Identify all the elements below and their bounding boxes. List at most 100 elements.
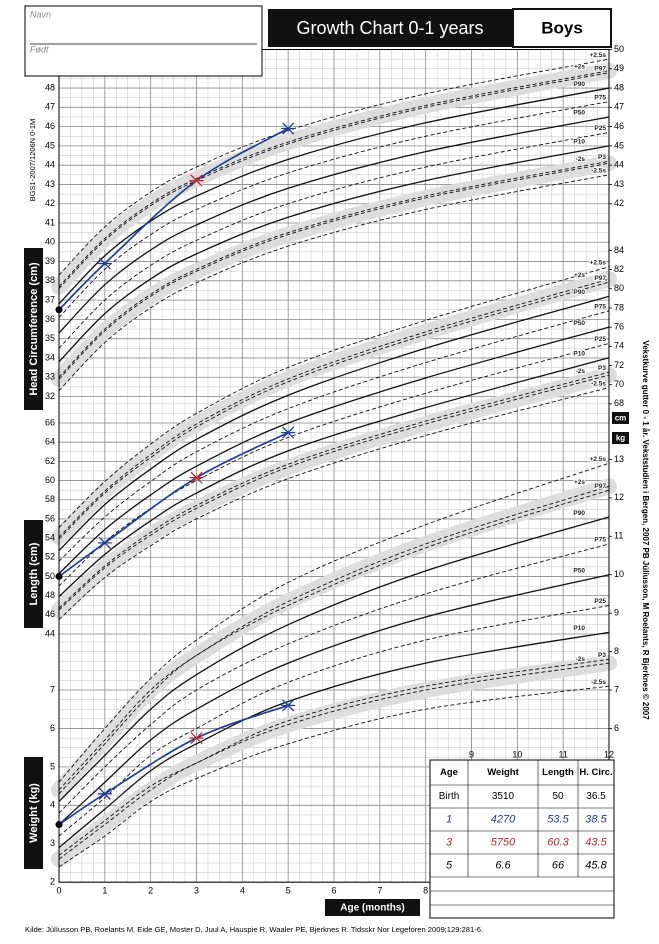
curve-label: P90 bbox=[573, 510, 585, 517]
curve-label: +2s bbox=[574, 63, 585, 70]
curve-label: +2.5s bbox=[590, 456, 607, 463]
y2-tick-label: 7 bbox=[614, 684, 619, 694]
table-cell: 50 bbox=[552, 791, 564, 802]
curve-label: P10 bbox=[573, 351, 585, 358]
measurement-point bbox=[97, 787, 112, 800]
y2-tick-label: 6 bbox=[614, 723, 619, 733]
y2-tick-label: 44 bbox=[614, 160, 624, 170]
reference-curve bbox=[58, 70, 610, 287]
reference-curve bbox=[58, 374, 610, 611]
measurement-line bbox=[58, 127, 289, 311]
y2-tick-label: 12 bbox=[614, 492, 624, 502]
y-tick-label: 43 bbox=[45, 179, 55, 189]
table-header: Length bbox=[542, 767, 574, 778]
y-tick-label: 56 bbox=[45, 513, 55, 523]
y-tick-label: 48 bbox=[45, 82, 55, 92]
reference-curve bbox=[58, 310, 610, 562]
curve-label: -2.5s bbox=[591, 380, 606, 387]
measurement-point bbox=[189, 471, 204, 484]
curves: +2.5s +2s P97 P90 P75 P50 P25 P10 P3 -2s -2.5s +2.5… bbox=[58, 51, 610, 868]
measurement-point bbox=[281, 426, 296, 439]
sex-box bbox=[512, 8, 612, 48]
curve-label: -2s bbox=[576, 656, 586, 663]
y-tick-label: 48 bbox=[45, 590, 55, 600]
y-tick-label: 60 bbox=[45, 475, 55, 485]
measurement-point bbox=[281, 699, 296, 712]
reference-curve bbox=[58, 685, 610, 868]
table-cell: 1 bbox=[446, 813, 452, 825]
table-header: Weight bbox=[487, 767, 519, 778]
measurement-line bbox=[58, 431, 289, 578]
curve-label: P50 bbox=[573, 567, 585, 574]
reference-curve bbox=[58, 516, 610, 802]
y-tick-label: 32 bbox=[45, 391, 55, 401]
curve-label: +2.5s bbox=[590, 259, 607, 266]
source: Kilde: Júlíusson PB, Roelants M, Eide GE… bbox=[25, 925, 483, 934]
y-tick-label: 3 bbox=[50, 838, 55, 848]
x-tick-label: 1 bbox=[102, 886, 107, 896]
y-tick-label: 46 bbox=[45, 121, 55, 131]
x-tick-label: 2 bbox=[148, 886, 153, 896]
table-cell: 38.5 bbox=[585, 813, 607, 825]
chart-code: BGS1-2007/1206N 0-1M bbox=[28, 119, 37, 202]
reference-curve bbox=[58, 58, 610, 276]
curve-label: P10 bbox=[573, 139, 585, 146]
x-tick-label: 7 bbox=[377, 886, 382, 896]
y-tick-label: 37 bbox=[45, 294, 55, 304]
curve-label: P75 bbox=[594, 537, 606, 544]
born-label: Født bbox=[30, 44, 49, 54]
curve-label: -2.5s bbox=[591, 679, 606, 686]
y-tick-label: 50 bbox=[45, 571, 55, 581]
axes: 3233343536373839404142434445464748424344… bbox=[45, 44, 624, 896]
curve-label: P25 bbox=[594, 336, 606, 343]
reference-curve bbox=[58, 87, 610, 305]
y-tick-label: 44 bbox=[45, 160, 55, 170]
chart-title: Length (cm) bbox=[28, 542, 40, 605]
reference-curve bbox=[58, 326, 610, 575]
y2-tick-label: 78 bbox=[614, 302, 624, 312]
y2-tick-label: 45 bbox=[614, 140, 624, 150]
table-cell: Birth bbox=[439, 791, 460, 802]
y-tick-label: 35 bbox=[45, 333, 55, 343]
reference-curve bbox=[58, 278, 610, 538]
curve-label: P3 bbox=[598, 154, 606, 161]
curve-label: P25 bbox=[594, 125, 606, 132]
plot-area: +2.5s +2s P97 P90 P75 P50 P25 P10 P3 -2s -2.5s +2.5… bbox=[45, 44, 624, 896]
y2-tick-label: 50 bbox=[614, 44, 624, 54]
x-tick-label: 8 bbox=[423, 886, 428, 896]
table-header: H. Circ. bbox=[579, 767, 612, 778]
reference-curve bbox=[58, 116, 610, 334]
x-tick-label: 3 bbox=[194, 886, 199, 896]
table-cell: 66 bbox=[552, 859, 565, 871]
x-tick-label: 9 bbox=[469, 749, 474, 759]
table-cell: 43.5 bbox=[585, 836, 607, 848]
name-box bbox=[24, 5, 263, 77]
y-tick-label: 33 bbox=[45, 372, 55, 382]
x-tick-label: 5 bbox=[286, 886, 291, 896]
reference-curve bbox=[58, 357, 610, 598]
table-cell: 3 bbox=[446, 836, 453, 848]
curve-label: P97 bbox=[594, 65, 606, 72]
y2-tick-label: 70 bbox=[614, 379, 624, 389]
reference-curve bbox=[58, 371, 610, 609]
y-tick-label: 5 bbox=[50, 761, 55, 771]
title-box bbox=[24, 248, 43, 410]
measurement-point bbox=[97, 536, 112, 549]
x-tick-label: 10 bbox=[512, 749, 522, 759]
y-tick-label: 36 bbox=[45, 314, 55, 324]
y-tick-label: 52 bbox=[45, 552, 55, 562]
side-note: Vekstkurve gutter 0 - 1 år. Vekststudien… bbox=[641, 340, 650, 720]
measurements bbox=[55, 122, 296, 829]
curve-label: -2s bbox=[576, 368, 586, 375]
curve-label: P90 bbox=[573, 289, 585, 296]
reference-curve bbox=[58, 605, 610, 837]
y2-tick-label: 11 bbox=[614, 531, 623, 541]
reference-curve bbox=[58, 462, 610, 783]
y2-tick-label: 43 bbox=[614, 179, 624, 189]
y-tick-label: 58 bbox=[45, 494, 55, 504]
y2-tick-label: 49 bbox=[614, 63, 624, 73]
curve-label: +2s bbox=[574, 272, 585, 279]
data-table: Age Weight Length H. Circ. Birth 3510 50 36.5 1 4… bbox=[429, 759, 615, 919]
measurement-point bbox=[281, 122, 296, 135]
table-cell: 3510 bbox=[492, 791, 515, 802]
